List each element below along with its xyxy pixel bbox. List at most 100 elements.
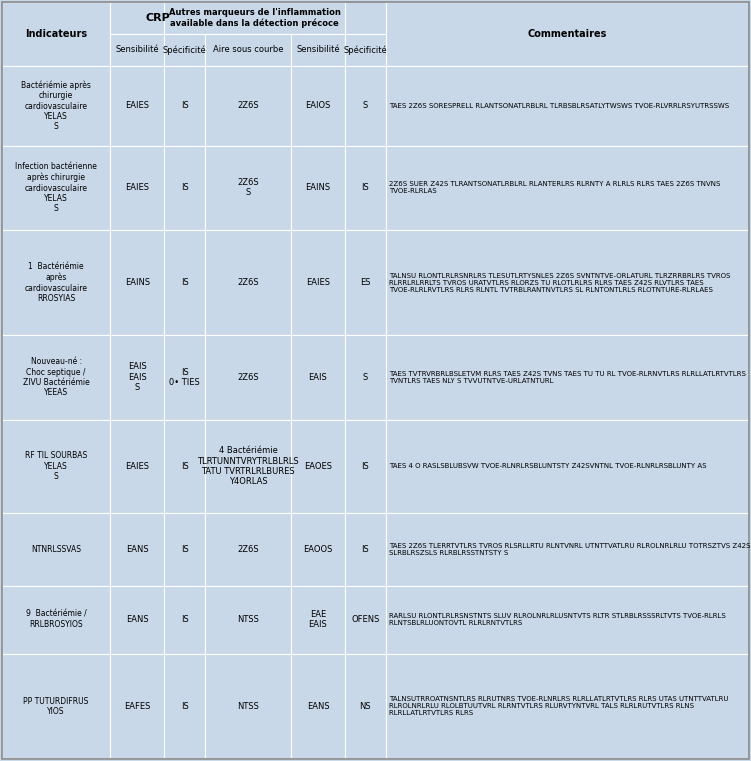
Bar [164,419,205,513]
Bar [2,654,110,759]
Bar [2,336,110,419]
Bar [2,336,110,419]
Bar [2,230,110,336]
Bar [205,336,291,419]
Bar [110,230,164,336]
Bar [386,586,749,654]
Bar [291,66,345,145]
Bar [205,513,291,586]
Bar [110,230,164,336]
Text: NTSS: NTSS [237,615,259,624]
Text: IS
0• TIES: IS 0• TIES [169,368,200,387]
Bar [205,654,291,759]
Text: Sensibilité: Sensibilité [296,46,339,55]
Bar [291,336,345,419]
Bar [164,513,205,586]
Bar [386,419,749,513]
Bar [110,513,164,586]
Text: IS: IS [181,545,189,554]
Bar [386,2,749,66]
Bar [345,66,386,145]
Text: EAOOS: EAOOS [303,545,333,554]
Text: IS: IS [181,278,189,287]
Text: TAES 2Z6S SORESPRELL RLANTSONATLRBLRL TLRBSBLRSATLYTWSWS TVOE-RLVRRLRSYUTRSSWS: TAES 2Z6S SORESPRELL RLANTSONATLRBLRL TL… [389,103,729,109]
Text: EAIS: EAIS [309,373,327,382]
Text: EAIES: EAIES [306,278,330,287]
Text: Infection bactérienne
après chirurgie
cardiovasculaire
YELAS
S: Infection bactérienne après chirurgie ca… [15,162,97,213]
Text: S: S [363,101,368,110]
Text: Spécificité: Spécificité [163,45,207,55]
Bar [205,34,291,66]
Text: RARLSU RLONTLRLRSNSTNTS SLUV RLROLNRLRLUSNTVTS RLTR STLRBLRSSSRLTVTS TVOE-RLRLS : RARLSU RLONTLRLRSNSTNTS SLUV RLROLNRLRLU… [389,613,725,626]
Bar [110,34,164,66]
Bar [291,654,345,759]
Text: EAIS
EAIS
S: EAIS EAIS S [128,362,146,392]
Bar [164,66,205,145]
Text: TAES 2Z6S TLERRTVTLRS TVROS RLSRLLRTU RLNTVNRL UTNTTVATLRU RLROLNRLRLU TOTRSZTVS: TAES 2Z6S TLERRTVTLRS TVROS RLSRLLRTU RL… [389,543,750,556]
Bar [345,230,386,336]
Bar [164,145,205,230]
Bar [386,654,749,759]
Bar [110,2,205,34]
Text: EAOES: EAOES [304,462,332,471]
Text: RF TIL SOURBAS
YELAS
S: RF TIL SOURBAS YELAS S [25,451,87,481]
Text: 2Z6S: 2Z6S [237,278,259,287]
Text: EAFES: EAFES [124,702,150,711]
Bar [345,654,386,759]
Bar [345,66,386,145]
Bar [386,419,749,513]
Bar [386,586,749,654]
Text: CRP: CRP [146,13,170,23]
Bar [345,230,386,336]
Text: Nouveau-né :
Choc septique /
ZIVU Bactériémie
YEEAS: Nouveau-né : Choc septique / ZIVU Bactér… [23,357,89,397]
Bar [386,230,749,336]
Text: OFENS: OFENS [351,615,379,624]
Bar [164,513,205,586]
Bar [291,145,345,230]
Bar [291,230,345,336]
Bar [110,336,164,419]
Bar [2,586,110,654]
Bar [345,419,386,513]
Bar [291,34,345,66]
Bar [164,66,205,145]
Bar [291,513,345,586]
Text: EANS: EANS [126,615,149,624]
Bar [386,336,749,419]
Bar [345,419,386,513]
Bar [291,145,345,230]
Bar [164,586,205,654]
Bar [164,2,345,34]
Text: IS: IS [361,462,369,471]
Text: NTNRLSSVAS: NTNRLSSVAS [31,545,81,554]
Text: EAINS: EAINS [125,278,149,287]
Bar [386,654,749,759]
Bar [291,34,345,66]
Bar [205,34,291,66]
Text: TALNSU RLONTLRLRSNRLRS TLESUTLRTYSNLES 2Z6S SVNTNTVE-ORLATURL TLRZRRBRLRS TVROS : TALNSU RLONTLRLRSNRLRS TLESUTLRTYSNLES 2… [389,272,730,292]
Text: NS: NS [360,702,371,711]
Bar [2,66,110,145]
Bar [2,513,110,586]
Text: EAIES: EAIES [125,101,149,110]
Bar [386,230,749,336]
Bar [110,66,164,145]
Text: 1  Bactériémie
après
cardiovasculaire
RROSYIAS: 1 Bactériémie après cardiovasculaire RRO… [25,262,88,303]
Text: 2Z6S: 2Z6S [237,545,259,554]
Bar [291,586,345,654]
Bar [291,654,345,759]
Text: EAIES: EAIES [125,183,149,193]
Bar [110,34,164,66]
Bar [291,586,345,654]
Bar [205,419,291,513]
Text: PP TUTURDIFRUS
YIOS: PP TUTURDIFRUS YIOS [23,696,89,716]
Bar [386,2,749,66]
Bar [345,586,386,654]
Bar [110,419,164,513]
Bar [2,145,110,230]
Bar [110,419,164,513]
Bar [205,586,291,654]
Text: Sensibilité: Sensibilité [116,46,159,55]
Bar [164,34,205,66]
Text: Autres marqueurs de l'inflammation
available dans la détection précoce: Autres marqueurs de l'inflammation avail… [168,8,340,28]
